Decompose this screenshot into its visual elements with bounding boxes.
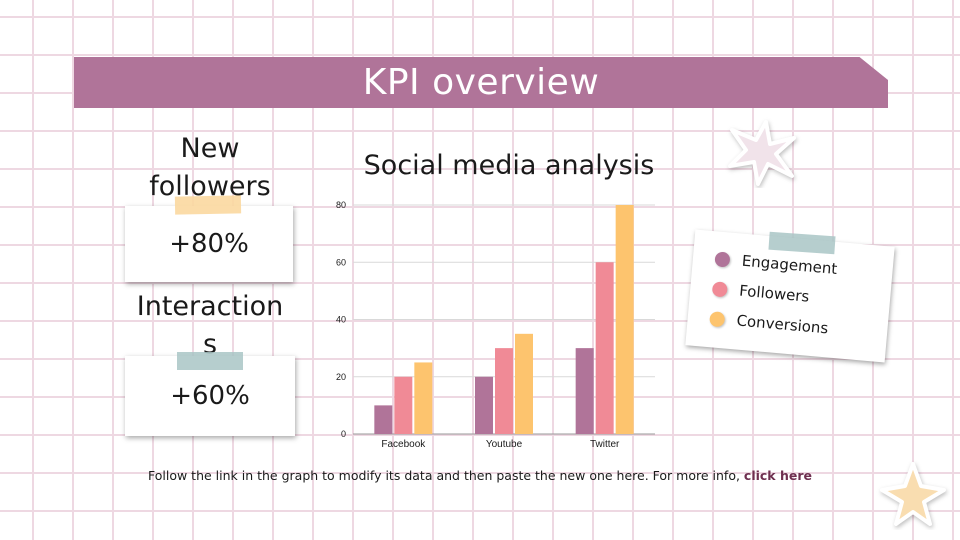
followers-swatch-icon — [711, 280, 728, 297]
legend-label-followers: Followers — [738, 281, 811, 306]
bar-youtube-followers — [495, 348, 513, 434]
y-tick-label: 60 — [336, 257, 346, 267]
bar-twitter-engagement — [575, 348, 594, 434]
bar-twitter-conversions — [615, 205, 634, 434]
x-tick-label: Youtube — [486, 439, 523, 450]
bar-facebook-engagement — [374, 405, 393, 434]
page-title: KPI overview — [362, 62, 600, 103]
legend-item-engagement: Engagement — [714, 249, 838, 278]
star-sticker-yellow-icon — [880, 462, 946, 526]
y-tick-label: 80 — [336, 200, 346, 210]
engagement-swatch-icon — [714, 250, 731, 268]
bar-chart: 0 20 40 60 80 Facebook Youtube Twitter — [336, 200, 655, 450]
bar-twitter-followers — [595, 262, 614, 434]
x-tick-label: Twitter — [590, 439, 620, 450]
kpi-value-interactions: +60% — [170, 381, 250, 411]
tape-orange — [174, 195, 242, 215]
kpi-value-new-followers: +80% — [169, 229, 249, 259]
legend-item-followers: Followers — [711, 279, 811, 306]
legend-label-conversions: Conversions — [735, 311, 830, 338]
chart-title: Social media analysis — [363, 150, 655, 181]
kpi-card-new-followers: +80% — [125, 206, 293, 282]
y-tick-label: 40 — [336, 315, 346, 325]
star-sticker-pink-icon — [728, 120, 796, 186]
click-here-link[interactable]: click here — [743, 468, 812, 483]
bar-youtube-conversions — [515, 333, 533, 434]
legend-label-engagement: Engagement — [741, 251, 839, 278]
conversions-swatch-icon — [709, 310, 726, 327]
tape-teal-left — [177, 352, 243, 370]
y-tick-label: 20 — [336, 372, 346, 382]
kpi-label-new-followers: New followers — [149, 133, 271, 202]
footer-text: Follow the link in the graph to modify i… — [147, 468, 744, 483]
x-tick-label: Facebook — [381, 439, 426, 450]
bar-facebook-followers — [394, 376, 413, 434]
footer-note: Follow the link in the graph to modify i… — [0, 468, 960, 483]
bar-facebook-conversions — [414, 362, 433, 434]
kpi-label-interactions: Interactions — [136, 291, 284, 360]
bar-youtube-engagement — [475, 376, 493, 434]
legend-item-conversions: Conversions — [709, 309, 829, 337]
title-banner — [74, 57, 888, 108]
y-tick-label: 0 — [341, 429, 346, 439]
